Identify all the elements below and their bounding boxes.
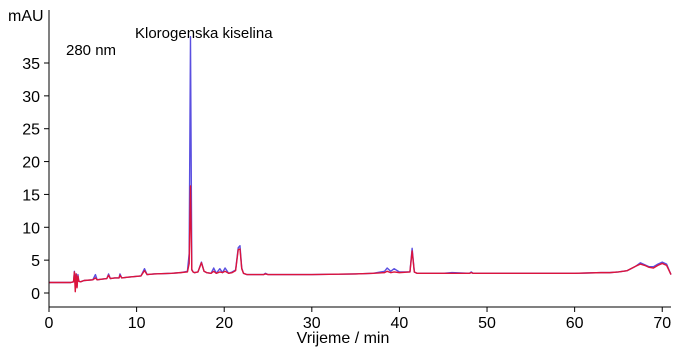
- y-axis-ticks: 0 5 10 15 20 25 30 35: [22, 56, 49, 303]
- x-tick-label: 50: [478, 315, 496, 332]
- peak-annotation: Klorogenska kiselina: [135, 25, 273, 42]
- x-tick-label: 20: [215, 315, 233, 332]
- series-line-2: [49, 185, 672, 293]
- x-tick-label: 10: [128, 315, 146, 332]
- x-tick-label: 0: [45, 315, 54, 332]
- series-line-1: [49, 36, 672, 288]
- y-tick-label: 0: [31, 286, 40, 303]
- y-tick-label: 30: [22, 89, 40, 106]
- y-tick-label: 10: [22, 220, 40, 237]
- wavelength-annotation: 280 nm: [66, 42, 116, 59]
- y-axis-label: mAU: [8, 8, 44, 25]
- x-axis-ticks: 0 10 20 30 40 50 60 70: [45, 307, 671, 332]
- x-tick-label: 40: [391, 315, 409, 332]
- y-tick-label: 25: [22, 122, 40, 139]
- series-lines: [49, 36, 672, 293]
- y-tick-label: 15: [22, 187, 40, 204]
- y-tick-label: 5: [31, 253, 40, 270]
- y-tick-label: 20: [22, 155, 40, 172]
- x-axis-label: Vrijeme / min: [297, 330, 390, 347]
- x-tick-label: 30: [303, 315, 321, 332]
- y-tick-label: 35: [22, 56, 40, 73]
- x-tick-label: 60: [566, 315, 584, 332]
- x-tick-label: 70: [653, 315, 671, 332]
